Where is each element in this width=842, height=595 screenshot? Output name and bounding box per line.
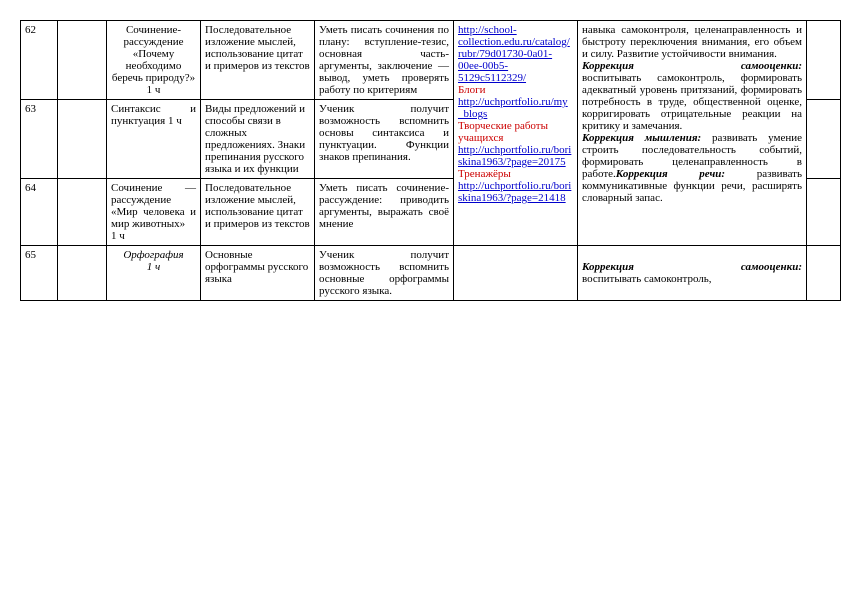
cell-tail: [807, 21, 841, 100]
corr-heading: Коррекция самооценки:: [582, 60, 802, 72]
label-works: Творческие работы учащихся: [458, 120, 548, 144]
cell-content: Основные орфограммы русского языка: [201, 246, 315, 301]
cell-content: Виды предложений и способы связи в сложн…: [201, 100, 315, 179]
cell-content: Последовательное изложение мыслей, испол…: [201, 179, 315, 246]
cell-blank: [58, 179, 107, 246]
cell-correction: Коррекция самооценки: воспитывать самоко…: [578, 246, 807, 301]
resource-link[interactable]: http://school-collection.edu.ru/catalog/…: [458, 24, 570, 84]
cell-num: 65: [21, 246, 58, 301]
cell-tail: [807, 246, 841, 301]
label-train: Тренажёры: [458, 168, 511, 180]
cell-skills: Ученик получит возможность вспомнить осн…: [315, 100, 454, 179]
cell-tail: [807, 179, 841, 246]
table-row: 65 Орфография 1 ч Основные орфограммы ру…: [21, 246, 841, 301]
cell-links: http://school-collection.edu.ru/catalog/…: [454, 21, 578, 246]
cell-num: 63: [21, 100, 58, 179]
cell-topic: Сочинение — рассуждение «Мир человека и …: [107, 179, 201, 246]
corr-heading: Коррекция речи:: [616, 168, 725, 180]
cell-tail: [807, 100, 841, 179]
cell-topic: Сочинение-рассуждение «Почему необходимо…: [107, 21, 201, 100]
cell-skills: Уметь писать сочинение-рассуждение: прив…: [315, 179, 454, 246]
cell-blank: [58, 100, 107, 179]
cell-skills: Ученик получит возможность вспомнить осн…: [315, 246, 454, 301]
cell-num: 62: [21, 21, 58, 100]
cell-correction: навыка самоконтроля, целенаправленность …: [578, 21, 807, 246]
cell-topic: Синтаксис и пунктуация 1 ч: [107, 100, 201, 179]
corr-text: воспитывать самоконтроль,: [582, 273, 712, 285]
corr-text: навыка самоконтроля, целенаправленность …: [582, 24, 802, 60]
cell-links: [454, 246, 578, 301]
corr-text: воспитывать самоконтроль, формировать ад…: [582, 72, 802, 132]
cell-content: Последовательное изложение мыслей, испол…: [201, 21, 315, 100]
label-blogs: Блоги: [458, 84, 486, 96]
resource-link[interactable]: http://uchportfolio.ru/my_blogs: [458, 96, 568, 120]
corr-heading: Коррекция мышления:: [582, 132, 701, 144]
cell-skills: Уметь писать сочинения по плану: вступле…: [315, 21, 454, 100]
resource-link[interactable]: http://uchportfolio.ru/boriskina1963/?pa…: [458, 180, 571, 204]
corr-heading: Коррекция самооценки:: [582, 261, 802, 273]
resource-link[interactable]: http://uchportfolio.ru/boriskina1963/?pa…: [458, 144, 571, 168]
cell-num: 64: [21, 179, 58, 246]
table-row: 62 Сочинение-рассуждение «Почему необход…: [21, 21, 841, 100]
cell-blank: [58, 21, 107, 100]
cell-blank: [58, 246, 107, 301]
cell-topic: Орфография 1 ч: [107, 246, 201, 301]
lesson-plan-table: 62 Сочинение-рассуждение «Почему необход…: [20, 20, 841, 301]
